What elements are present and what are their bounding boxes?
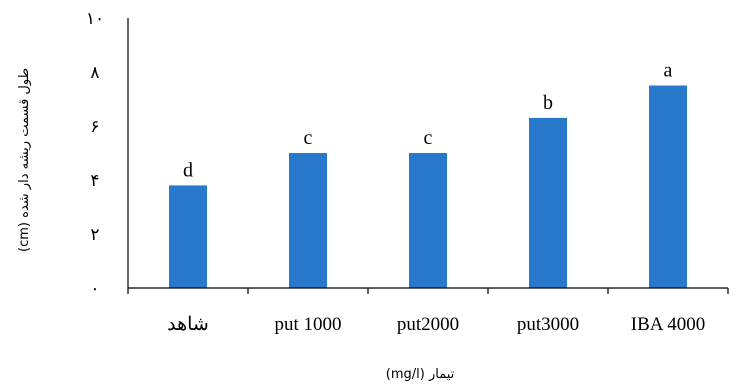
significance-letter: c: [424, 127, 433, 149]
significance-letters-group: d c c b a: [183, 60, 673, 182]
x-category-label: شاهد: [167, 314, 209, 335]
significance-letter: b: [543, 92, 553, 114]
bars-group: [169, 85, 687, 289]
x-category-label: put3000: [517, 314, 579, 335]
y-tick-labels-group: ۰ ۲ ۴ ۶ ۸ ۱۰: [86, 9, 104, 298]
x-axis-title: تیمار (mg/l): [386, 367, 455, 382]
bar: [289, 153, 327, 288]
bar: [409, 153, 447, 288]
x-category-label: put2000: [397, 314, 459, 335]
y-tick-label: ۱۰: [86, 9, 104, 28]
y-tick-label: ۶: [90, 117, 99, 136]
significance-letter: a: [664, 60, 673, 82]
y-axis-title: طول قسمت ریشه دار شده (cm): [17, 68, 32, 252]
y-tick-label: ۰: [90, 279, 99, 298]
bar: [529, 117, 567, 289]
x-category-labels-group: شاهد put 1000 put2000 put3000 IBA 4000: [167, 314, 705, 335]
y-tick-label: ۲: [90, 225, 99, 244]
bar: [649, 85, 687, 288]
x-category-label: put 1000: [274, 314, 341, 335]
x-tick-marks-group: [127, 288, 729, 294]
y-tick-label: ۸: [90, 63, 99, 82]
significance-letter: d: [183, 159, 193, 181]
significance-letter: c: [304, 127, 313, 149]
y-tick-label: ۴: [90, 171, 99, 190]
x-category-label: IBA 4000: [631, 314, 705, 335]
bar: [169, 185, 207, 288]
